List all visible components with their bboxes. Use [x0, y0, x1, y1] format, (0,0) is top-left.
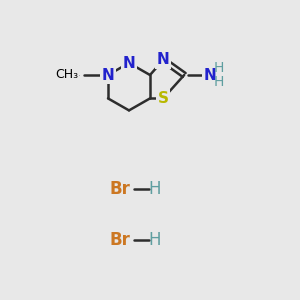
- Text: H: H: [213, 61, 224, 74]
- Text: methyl: methyl: [76, 74, 80, 76]
- Text: N: N: [123, 56, 135, 70]
- Text: Br: Br: [110, 231, 130, 249]
- Text: Br: Br: [110, 180, 130, 198]
- Text: N: N: [157, 52, 169, 68]
- Text: N: N: [204, 68, 216, 82]
- Text: H: H: [148, 231, 161, 249]
- Text: CH₃: CH₃: [55, 68, 78, 82]
- Text: N: N: [102, 68, 114, 82]
- Text: H: H: [213, 76, 224, 89]
- Text: S: S: [158, 91, 169, 106]
- Text: H: H: [148, 180, 161, 198]
